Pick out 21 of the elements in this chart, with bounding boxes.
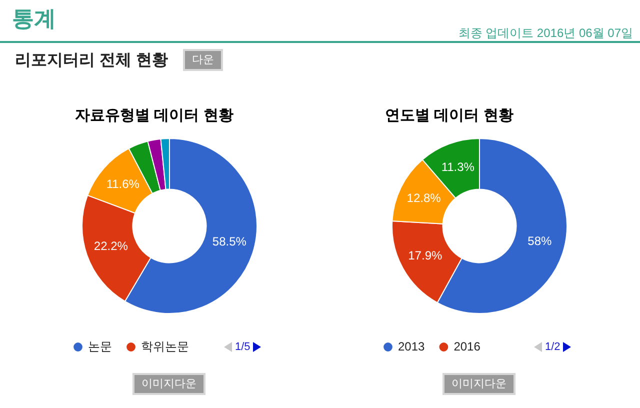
chart-title: 연도별 데이터 현황 [385,106,514,126]
text: 통계 [12,5,56,33]
legend-label: 학위논문 [141,339,189,354]
download-button[interactable]: 이미지다운 [442,373,516,395]
data-label: 22.2% [94,238,128,253]
data-label: 11.6% [106,177,140,192]
text: 1/5 [235,340,250,354]
data-label: 58% [528,234,552,248]
download-button[interactable]: 다운 [183,49,223,71]
data-label: 58.5% [212,234,247,249]
legend-label: 2016 [454,339,481,354]
download-button[interactable]: 이미지다운 [132,373,206,395]
text: 1/2 [545,340,560,354]
text: 최종 업데이트 2016년 06월 07일 [458,25,633,41]
text: 리포지터리 전체 현황 [15,51,168,71]
legend-label: 2013 [398,339,426,354]
data-label: 12.8% [406,190,442,205]
chart-title: 자료유형별 데이터 현황 [75,106,234,126]
data-label: 11.3% [441,160,475,174]
data-label: 17.9% [408,248,442,262]
legend-label: 논문 [88,339,112,354]
